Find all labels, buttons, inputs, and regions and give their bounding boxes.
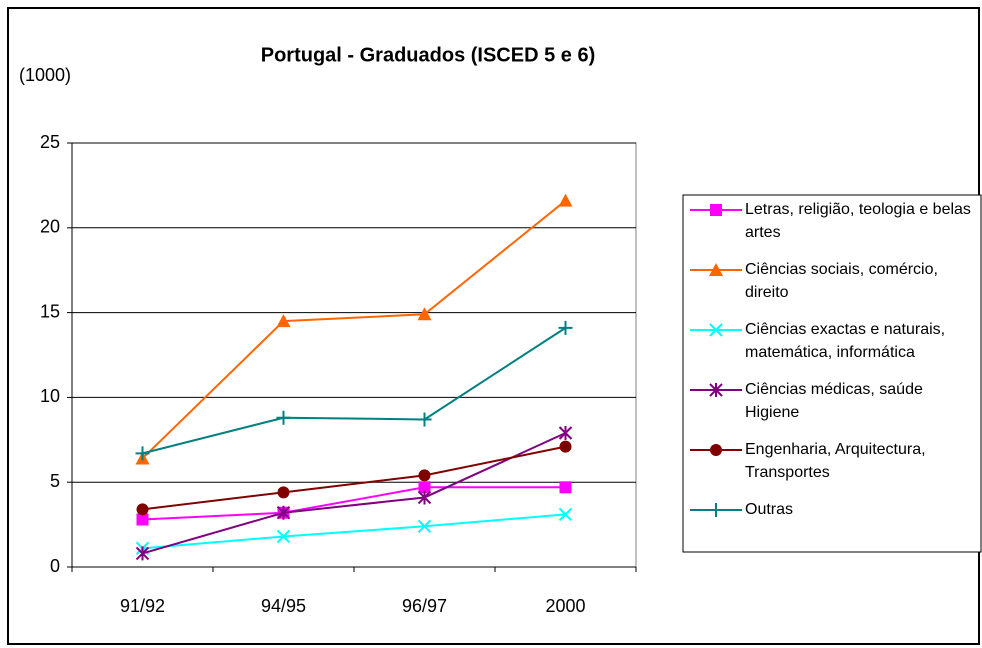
x-tick-label: 96/97 <box>402 596 447 616</box>
x-tick-label: 91/92 <box>120 596 165 616</box>
data-point <box>135 446 150 461</box>
data-point <box>558 426 573 441</box>
y-tick-label: 25 <box>40 132 60 152</box>
data-point <box>136 513 149 526</box>
series-line <box>141 199 567 460</box>
data-point <box>276 505 291 520</box>
legend-label: Outras <box>745 501 794 518</box>
data-point <box>135 546 150 561</box>
legend-label: Ciências médicas, saúde Higiene <box>745 381 923 421</box>
data-point <box>558 320 573 335</box>
data-point <box>417 519 432 534</box>
legend-marker <box>709 503 723 517</box>
y-tick-label: 0 <box>50 556 60 576</box>
data-point <box>558 507 573 522</box>
series-line <box>142 445 566 511</box>
data-point <box>276 410 291 425</box>
legend-marker <box>709 323 723 337</box>
series-line <box>142 513 566 550</box>
legend-label: Engenharia, Arquitectura, Transportes <box>745 441 926 481</box>
data-point <box>276 529 291 544</box>
chart-title: Portugal - Graduados (ISCED 5 e 6) <box>261 44 596 66</box>
y-axis-label: (1000) <box>19 65 71 85</box>
data-point <box>559 440 572 453</box>
data-point <box>417 307 432 321</box>
y-tick-label: 20 <box>40 217 60 237</box>
legend-label: Ciências exactas e naturais, matemática,… <box>745 321 946 361</box>
data-point <box>558 193 573 207</box>
series-line <box>142 327 567 455</box>
series-line <box>142 486 566 521</box>
legend-marker <box>710 204 722 216</box>
y-tick-label: 5 <box>50 471 60 491</box>
data-point <box>418 481 431 494</box>
y-tick-label: 10 <box>40 386 60 406</box>
data-point <box>276 314 291 328</box>
data-point <box>277 486 290 499</box>
data-point <box>417 490 432 505</box>
x-tick-label: 94/95 <box>261 596 306 616</box>
legend-label: Letras, religião, teologia e belas artes <box>745 201 971 241</box>
legend-marker <box>709 383 723 397</box>
data-point <box>418 469 431 482</box>
x-tick-label: 2000 <box>545 596 585 616</box>
legend-label: Ciências sociais, comércio, direito <box>745 261 938 301</box>
legend-marker <box>709 263 723 276</box>
series-line <box>142 432 566 555</box>
data-point <box>417 412 432 427</box>
legend-marker <box>710 444 722 456</box>
legend-box <box>682 194 982 553</box>
data-point <box>136 503 149 516</box>
data-point <box>559 481 572 494</box>
y-tick-label: 15 <box>40 301 60 321</box>
